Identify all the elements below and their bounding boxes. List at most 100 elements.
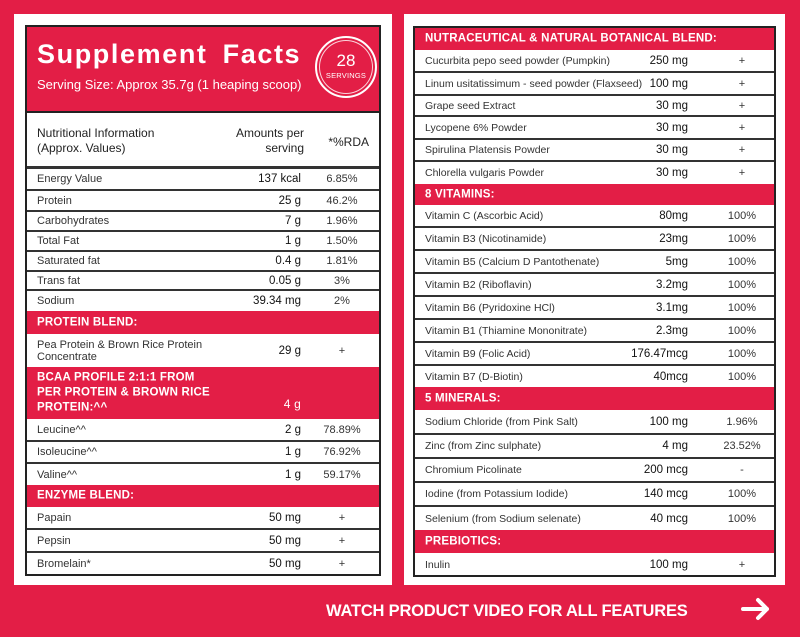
- column-headers: Nutritional Information (Approx. Values)…: [27, 113, 379, 169]
- section-header-vitamins: 8 VITAMINS:: [415, 184, 774, 205]
- row-rda: 100%: [727, 255, 757, 268]
- vitamin-row: Vitamin B2 (Riboflavin) 3.2mg 100%: [415, 274, 774, 297]
- mineral-row: Chromium Picolinate 200 mcg -: [415, 459, 774, 483]
- row-amount: 100 mg: [649, 558, 688, 571]
- servings-label: SERVINGS: [325, 71, 367, 80]
- row-rda: +: [738, 144, 746, 156]
- botanical-row: Spirulina Platensis Powder 30 mg +: [415, 140, 774, 162]
- botanical-row: Linum usitatissimum - seed powder (Flaxs…: [415, 73, 774, 96]
- supplement-facts-table: Supplement Facts Serving Size: Approx 35…: [25, 25, 381, 576]
- column-header-name-text: Nutritional Information (Approx. Values): [37, 126, 155, 155]
- row-name: Vitamin B3 (Nicotinamide): [425, 232, 547, 245]
- row-rda: 3%: [334, 274, 350, 287]
- row-name: Linum usitatissimum - seed powder (Flaxs…: [425, 77, 643, 90]
- row-rda: +: [738, 54, 746, 67]
- vitamin-row: Vitamin B9 (Folic Acid) 176.47mcg 100%: [415, 343, 774, 366]
- enzyme-row: Bromelain* 50 mg +: [27, 553, 379, 574]
- row-amount: 3.1mg: [656, 301, 688, 314]
- row-rda: 100%: [727, 370, 757, 383]
- row-amount: 30 mg: [656, 167, 688, 179]
- nutrition-row: Energy Value 137 kcal 6.85%: [27, 169, 379, 191]
- watch-video-label[interactable]: WATCH PRODUCT VIDEO FOR ALL FEATURES: [326, 602, 688, 620]
- watch-video-link[interactable]: WATCH PRODUCT VIDEO FOR ALL FEATURES: [0, 586, 800, 637]
- row-name: Selenium (from Sodium selenate): [425, 512, 581, 525]
- supplement-facts-panel: Supplement Facts Serving Size: Approx 35…: [14, 14, 392, 585]
- column-header-rda: *%RDA: [328, 135, 369, 149]
- row-amount: 100 mg: [649, 77, 688, 90]
- row-rda: +: [738, 121, 746, 134]
- row-amount: 23mg: [659, 232, 688, 245]
- nutrition-row: Saturated fat 0.4 g 1.81%: [27, 252, 379, 272]
- row-amount: 50 mg: [269, 511, 301, 524]
- row-amount: 3.2mg: [656, 278, 688, 291]
- row-rda: 100%: [727, 301, 757, 314]
- row-amount: 5mg: [665, 255, 688, 268]
- row-name: Sodium Chloride (from Pink Salt): [425, 415, 578, 428]
- section-header-bcaa: BCAA PROFILE 2:1:1 FROM PER PROTEIN & BR…: [27, 367, 379, 419]
- row-rda: 2%: [334, 295, 350, 307]
- row-name: Bromelain*: [37, 558, 91, 570]
- row-amount: 40mcg: [653, 370, 688, 383]
- row-rda: 78.89%: [323, 423, 361, 436]
- mineral-row: Iodine (from Potassium Iodide) 140 mcg 1…: [415, 483, 774, 507]
- mineral-row: Sodium Chloride (from Pink Salt) 100 mg …: [415, 410, 774, 435]
- vitamin-row: Vitamin B7 (D-Biotin) 40mcg 100%: [415, 366, 774, 387]
- mineral-row: Selenium (from Sodium selenate) 40 mcg 1…: [415, 507, 774, 530]
- section-header-prebiotics: PREBIOTICS:: [415, 530, 774, 553]
- row-amount: 30 mg: [656, 144, 688, 156]
- section-title: 8 VITAMINS:: [425, 188, 495, 200]
- row-rda: 100%: [727, 347, 757, 360]
- ingredients-table: NUTRACEUTICAL & NATURAL BOTANICAL BLEND:…: [413, 26, 776, 577]
- enzyme-row: Pepsin 50 mg +: [27, 530, 379, 553]
- row-amount: 30 mg: [656, 99, 688, 112]
- row-rda: 23.52%: [723, 440, 761, 452]
- nutrition-row: Sodium 39.34 mg 2%: [27, 291, 379, 311]
- section-header-botanical: NUTRACEUTICAL & NATURAL BOTANICAL BLEND:: [415, 28, 774, 50]
- arrow-right-icon[interactable]: [741, 597, 771, 621]
- bcaa-row: Isoleucine^^ 1 g 76.92%: [27, 442, 379, 464]
- row-rda: 100%: [727, 209, 757, 222]
- row-name: Pea Protein & Brown Rice Protein Concent…: [37, 338, 203, 363]
- vitamin-row: Vitamin B6 (Pyridoxine HCl) 3.1mg 100%: [415, 297, 774, 320]
- row-rda: +: [738, 558, 746, 571]
- row-name: Leucine^^: [37, 423, 86, 436]
- section-title: 5 MINERALS:: [425, 392, 501, 404]
- section-amount: 4 g: [283, 397, 301, 411]
- row-name: Spirulina Platensis Powder: [425, 144, 550, 156]
- row-name: Papain: [37, 511, 72, 524]
- row-rda: 100%: [727, 232, 757, 245]
- row-rda: +: [338, 534, 346, 547]
- row-rda: 100%: [727, 278, 757, 291]
- nutrition-row: Total Fat 1 g 1.50%: [27, 232, 379, 252]
- row-name: Isoleucine^^: [37, 446, 97, 458]
- row-name: Vitamin B9 (Folic Acid): [425, 347, 531, 360]
- row-rda: 100%: [727, 488, 757, 500]
- facts-title: Supplement Facts: [37, 39, 302, 69]
- row-amount: 2.3mg: [656, 324, 688, 337]
- servings-count: 28: [336, 51, 356, 70]
- row-amount: 1 g: [285, 446, 301, 458]
- row-amount: 200 mcg: [643, 464, 688, 476]
- row-rda: 100%: [727, 512, 757, 525]
- mineral-row: Zinc (from Zinc sulphate) 4 mg 23.52%: [415, 435, 774, 459]
- section-title: BCAA PROFILE 2:1:1 FROM PER PROTEIN & BR…: [37, 371, 210, 414]
- row-amount: 176.47mcg: [631, 347, 688, 360]
- row-rda: 1.81%: [326, 255, 358, 267]
- row-name: Cucurbita pepo seed powder (Pumpkin): [425, 54, 611, 67]
- row-name: Total Fat: [37, 235, 80, 247]
- row-rda: 1.50%: [326, 235, 358, 247]
- row-amount: 0.4 g: [275, 255, 301, 267]
- vitamin-row: Vitamin B1 (Thiamine Mononitrate) 2.3mg …: [415, 320, 774, 343]
- serving-size: Serving Size: Approx 35.7g (1 heaping sc…: [37, 77, 302, 92]
- nutrition-row: Trans fat 0.05 g 3%: [27, 272, 379, 291]
- row-amount: 1 g: [285, 468, 301, 481]
- row-name: Energy Value: [37, 173, 103, 185]
- row-rda: 6.85%: [326, 173, 358, 185]
- row-rda: 100%: [727, 324, 757, 337]
- row-amount: 2 g: [285, 423, 301, 436]
- row-rda: +: [738, 77, 746, 90]
- row-name: Chromium Picolinate: [425, 464, 522, 476]
- row-rda: +: [738, 99, 746, 112]
- row-name: Vitamin C (Ascorbic Acid): [425, 209, 544, 222]
- section-header-protein-blend: PROTEIN BLEND:: [27, 311, 379, 334]
